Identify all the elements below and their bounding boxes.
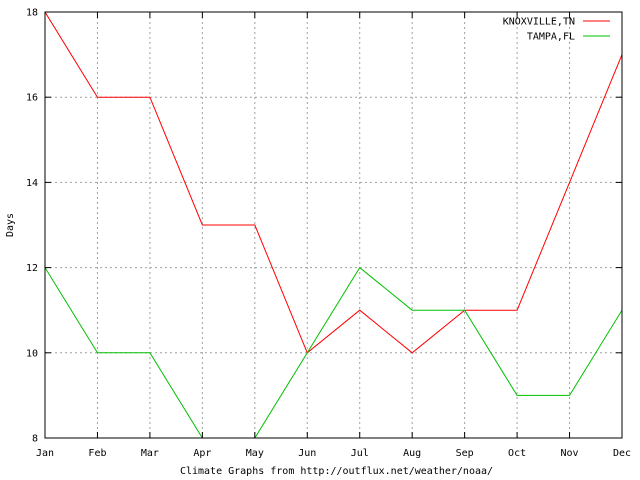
- x-tick-label: Jan: [36, 448, 54, 459]
- x-tick-label: Oct: [508, 448, 526, 459]
- plot-frame: [44, 11, 623, 439]
- x-tick-label: Sep: [456, 448, 474, 459]
- legend-label: KNOXVILLE,TN: [503, 17, 575, 28]
- x-tick-label: Dec: [613, 448, 631, 459]
- y-tick-label: 8: [32, 434, 38, 445]
- y-tick-label: 16: [26, 93, 38, 104]
- y-tick-label: 12: [26, 263, 38, 274]
- x-tick-label: May: [246, 448, 264, 459]
- axis-ticks: 8 10 12 14 16 18 Jan Feb Mar Apr May Jun Jul Aug Sep Oc…: [26, 8, 631, 460]
- series-lines: [45, 12, 622, 438]
- legend: KNOXVILLE,TN TAMPA,FL: [503, 17, 610, 43]
- grid-lines: [45, 12, 622, 438]
- x-tick-label: Jul: [351, 448, 369, 459]
- x-axis-label: Climate Graphs from http://outflux.net/w…: [180, 466, 493, 477]
- x-tick-label: Jun: [298, 448, 316, 459]
- x-tick-label: Nov: [561, 448, 579, 459]
- x-tick-label: Apr: [193, 448, 211, 459]
- y-tick-label: 10: [26, 348, 38, 359]
- legend-label: TAMPA,FL: [527, 32, 575, 43]
- x-tick-label: Aug: [403, 448, 421, 459]
- x-tick-label: Mar: [141, 448, 159, 459]
- y-tick-label: 18: [26, 8, 38, 19]
- series-line-knoxville-tn: [45, 12, 622, 354]
- x-tick-label: Feb: [88, 448, 106, 459]
- y-tick-label: 14: [26, 178, 38, 189]
- series-line-tampa-fl: [45, 266, 622, 438]
- y-axis-label: Days: [5, 213, 16, 237]
